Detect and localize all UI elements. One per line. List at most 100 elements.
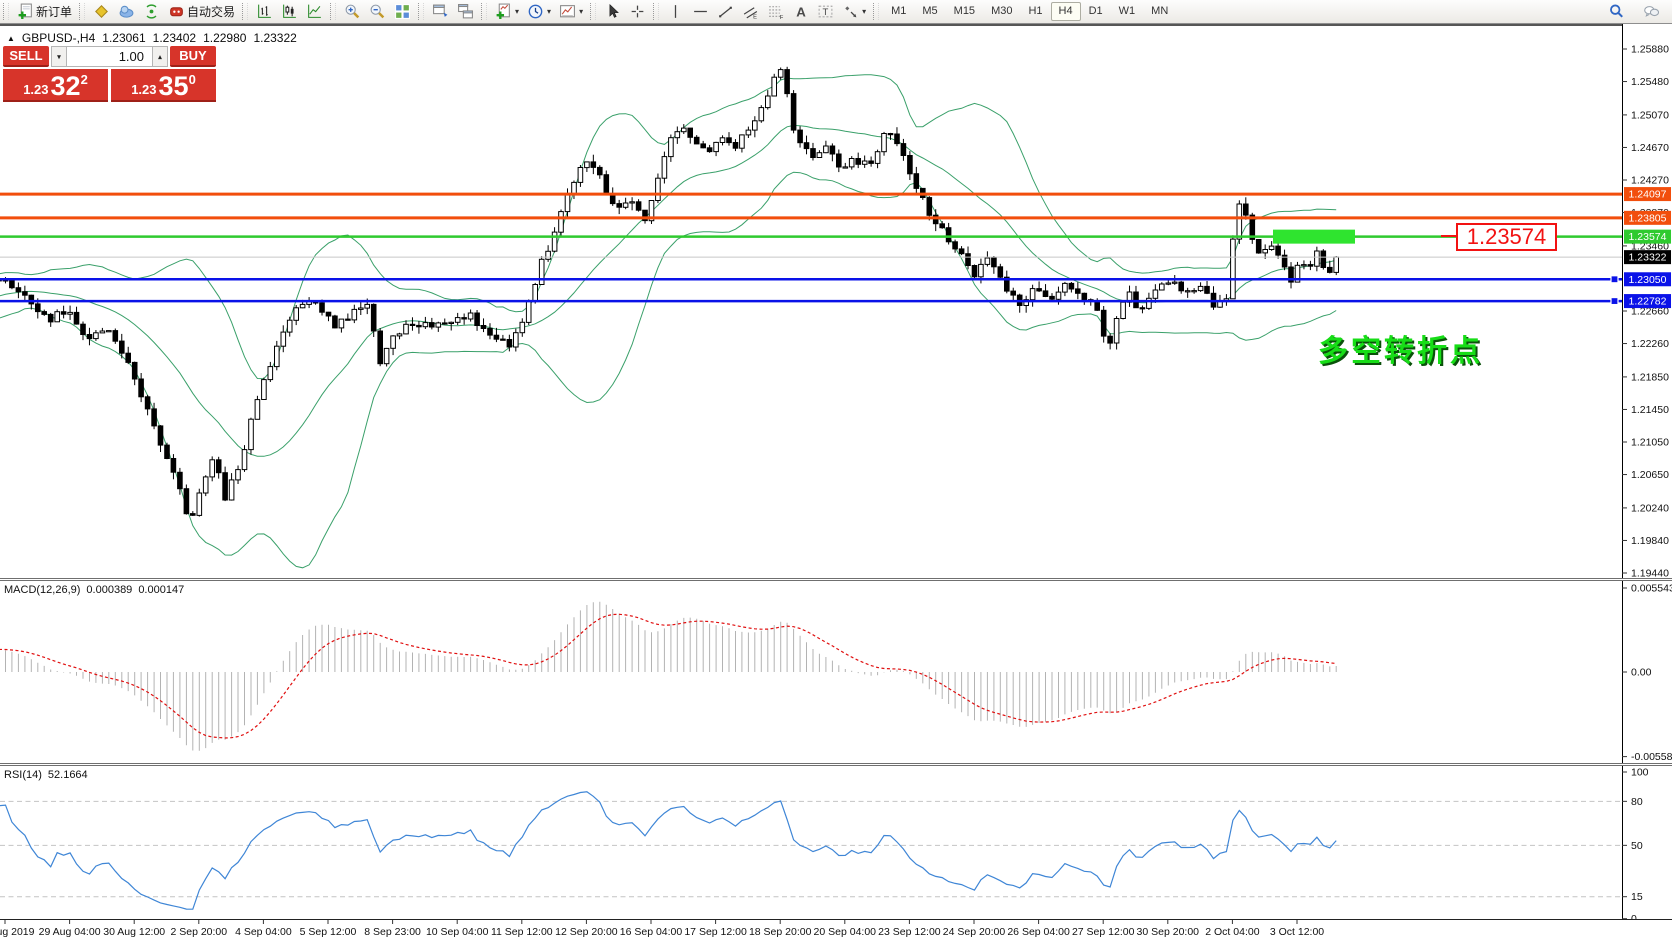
- candlestick-chart-icon: [281, 3, 298, 20]
- time-tick-label: 27 Sep 12:00: [1072, 926, 1135, 938]
- timeframe-W1[interactable]: W1: [1118, 5, 1136, 17]
- line-chart-button[interactable]: [302, 1, 327, 23]
- arrange-windows-button[interactable]: [428, 1, 453, 23]
- timeframe-D1[interactable]: D1: [1088, 5, 1103, 17]
- dropdown-arrow-icon[interactable]: ▾: [862, 7, 867, 16]
- timeframe-M30[interactable]: M30: [991, 5, 1013, 17]
- panel-separator[interactable]: [0, 578, 1672, 581]
- toolbar-grip: [418, 3, 425, 20]
- highlighted-zone[interactable]: [1273, 229, 1355, 244]
- timeframe-M15[interactable]: M15: [953, 5, 976, 17]
- dropdown-arrow-icon[interactable]: ▾: [515, 7, 520, 16]
- new-order-icon: [17, 3, 34, 20]
- search-icon: [1608, 3, 1625, 20]
- timeframe-M5[interactable]: M5: [922, 5, 938, 17]
- dropdown-arrow-icon[interactable]: ▾: [579, 7, 584, 16]
- horizontal-line-icon: [692, 3, 709, 20]
- metaeditor-button[interactable]: [89, 1, 114, 23]
- tile-windows-button[interactable]: [390, 1, 415, 23]
- timeframe-H4[interactable]: H4: [1050, 2, 1081, 21]
- collapse-icon[interactable]: ▲: [7, 33, 15, 43]
- price-line-label[interactable]: 1.23050: [1624, 272, 1671, 287]
- line-anchor-marker[interactable]: [1610, 296, 1619, 306]
- chat-icon: [1643, 3, 1660, 20]
- indicators-add-button[interactable]: ▾: [491, 1, 523, 23]
- dropdown-arrow-icon[interactable]: ▾: [547, 7, 552, 16]
- trendline-button[interactable]: [713, 1, 738, 23]
- zoom-out-button[interactable]: [365, 1, 390, 23]
- toolbar-grip: [242, 3, 249, 20]
- fibonacci-button[interactable]: F: [763, 1, 788, 23]
- equidistant-channel-button[interactable]: E: [738, 1, 763, 23]
- price-line-label[interactable]: 1.23322: [1624, 250, 1671, 265]
- crosshair-button[interactable]: [625, 1, 650, 23]
- autotrading-icon: [168, 3, 185, 20]
- ohlc-close: 1.23322: [253, 31, 297, 45]
- shapes-button[interactable]: ▾: [838, 1, 870, 23]
- timeframe-group: M1 M5 M15 M30 H1 H4 D1 W1 MN: [883, 2, 1176, 21]
- time-tick-label: 16 Sep 04:00: [620, 926, 683, 938]
- macd-histogram: [5, 601, 1337, 751]
- templates-button[interactable]: ▾: [555, 1, 587, 23]
- vertical-line-icon: [667, 3, 684, 20]
- symbol-header: ▲ GBPUSD-,H4 1.23061 1.23402 1.22980 1.2…: [7, 31, 297, 45]
- rsi-chart: 100 80 50 15 0: [0, 766, 1672, 919]
- market-button[interactable]: [114, 1, 139, 23]
- signals-icon: [143, 3, 160, 20]
- sell-price-base: 1.23: [23, 82, 49, 97]
- toolbar-grip: [590, 3, 597, 20]
- arrange-cascade-button[interactable]: [453, 1, 478, 23]
- search-button[interactable]: [1604, 1, 1629, 23]
- price-line-label[interactable]: 1.23574: [1624, 229, 1671, 244]
- volume-down-button[interactable]: ▾: [51, 46, 67, 67]
- arrange-windows-icon: [432, 3, 449, 20]
- timeframe-MN[interactable]: MN: [1151, 5, 1169, 17]
- volume-input[interactable]: 1.00: [67, 46, 152, 67]
- text-button[interactable]: A: [788, 1, 813, 23]
- price-line-label[interactable]: 1.24097: [1624, 187, 1671, 202]
- market-icon: [118, 3, 135, 20]
- macd-value-main: 0.000389: [86, 584, 133, 596]
- fibonacci-icon: F: [767, 3, 784, 20]
- panel-separator[interactable]: [0, 763, 1672, 766]
- horizontal-line-button[interactable]: [688, 1, 713, 23]
- timeframe-H1[interactable]: H1: [1028, 5, 1043, 17]
- price-line-label[interactable]: 1.23805: [1624, 210, 1671, 225]
- text-label-button[interactable]: T: [813, 1, 838, 23]
- time-tick-label: 30 Sep 20:00: [1137, 926, 1200, 938]
- timeframe-M1[interactable]: M1: [891, 5, 907, 17]
- autotrading-label: 自动交易: [187, 4, 236, 19]
- vertical-line-button[interactable]: [663, 1, 688, 23]
- trendline-icon: [717, 3, 734, 20]
- time-tick-label: 2 Sep 20:00: [170, 926, 227, 938]
- cursor-button[interactable]: [600, 1, 625, 23]
- crosshair-icon: [629, 3, 646, 20]
- new-order-button[interactable]: 新订单: [13, 1, 76, 23]
- rsi-name: RSI(14): [4, 769, 42, 781]
- sell-button[interactable]: SELL: [3, 46, 49, 67]
- zoom-in-icon: [344, 3, 361, 20]
- periods-button[interactable]: ▾: [523, 1, 555, 23]
- toolbar-grip: [481, 3, 488, 20]
- signals-button[interactable]: [139, 1, 164, 23]
- svg-text:1.23805: 1.23805: [1629, 212, 1667, 224]
- bar-chart-button[interactable]: [252, 1, 277, 23]
- price-line-label[interactable]: 1.22782: [1624, 294, 1671, 309]
- line-anchor-marker[interactable]: [1610, 275, 1619, 284]
- chat-button[interactable]: [1639, 1, 1664, 23]
- metaeditor-icon: [93, 3, 110, 20]
- sell-price[interactable]: 1.23 32 2: [3, 69, 108, 102]
- volume-up-button[interactable]: ▴: [152, 46, 168, 67]
- autotrading-button[interactable]: 自动交易: [164, 1, 239, 23]
- shapes-icon: [842, 3, 859, 20]
- candles: [0, 66, 1340, 517]
- price-callout-label[interactable]: 1.23574: [1456, 223, 1557, 251]
- buy-button[interactable]: BUY: [170, 46, 216, 67]
- buy-price[interactable]: 1.23 35 0: [111, 69, 216, 102]
- buy-price-base: 1.23: [131, 82, 157, 97]
- candlestick-chart-button[interactable]: [277, 1, 302, 23]
- svg-text:T: T: [823, 7, 829, 18]
- zoom-in-button[interactable]: [340, 1, 365, 23]
- toolbar-grip: [653, 3, 660, 20]
